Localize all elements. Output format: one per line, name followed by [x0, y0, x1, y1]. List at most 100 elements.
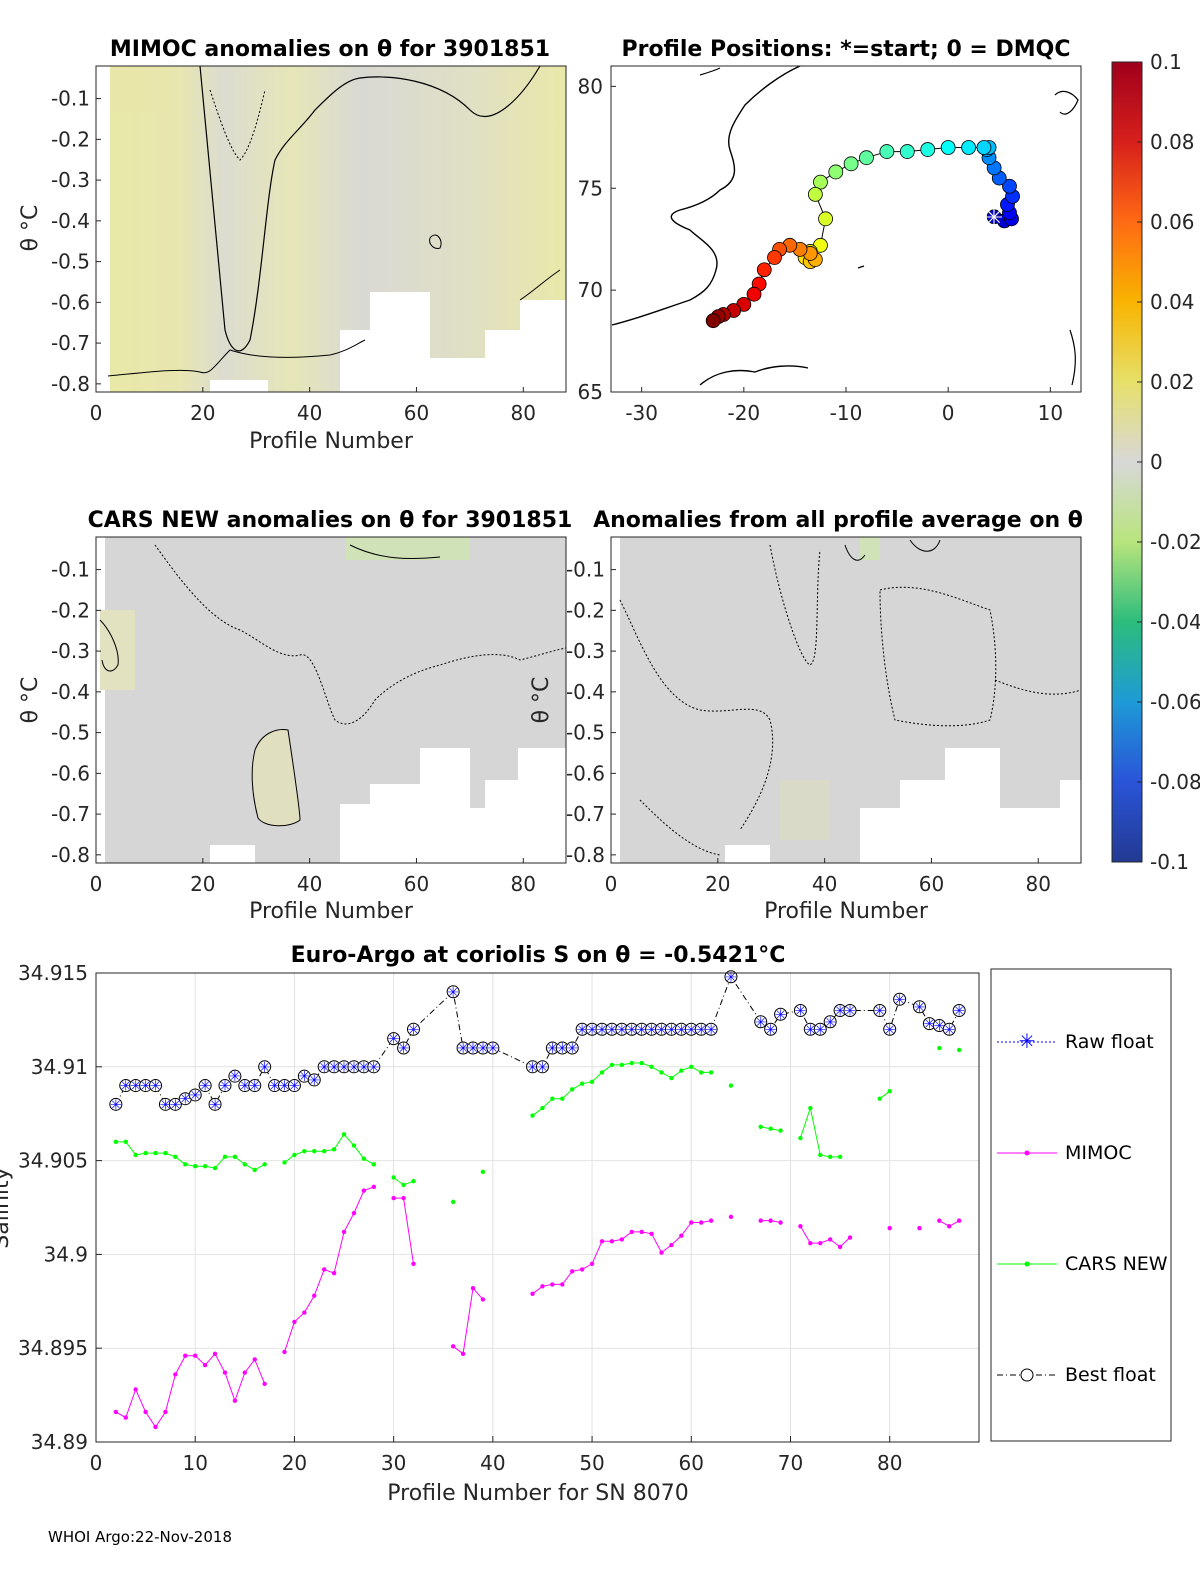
point-best-float	[248, 1079, 262, 1093]
allavg-contour-6	[844, 544, 866, 561]
map-xtick-label: 0	[942, 401, 955, 425]
point-cars-new	[391, 1175, 396, 1180]
point-raw-float: ✳	[844, 1004, 856, 1020]
allavg-ytick-label: -0.1	[566, 558, 605, 582]
cars-ytick-label: -0.3	[51, 639, 90, 663]
allavg-field-warm	[780, 780, 830, 840]
point-raw-float: ✳	[606, 1022, 618, 1038]
point-best-float	[774, 1007, 788, 1021]
point-mimoc	[589, 1261, 595, 1266]
legend-best-label: Best float	[1065, 1364, 1156, 1386]
point-raw-float: ✳	[467, 1041, 479, 1057]
point-mimoc	[341, 1229, 347, 1235]
mimoc-ytick-label: -0.7	[51, 331, 90, 355]
point-cars-new	[540, 1105, 545, 1111]
allavg-field	[620, 537, 1081, 863]
track-point	[976, 140, 992, 155]
point-mimoc	[292, 1319, 297, 1325]
point-cars-new	[242, 1162, 248, 1167]
track-point	[1002, 178, 1017, 194]
point-raw-float: ✳	[308, 1073, 320, 1089]
point-raw-float: ✳	[537, 1060, 549, 1076]
point-raw-float: ✳	[884, 1022, 896, 1038]
sal-xtick-label: 20	[282, 1451, 307, 1475]
cars-xtick-label: 20	[190, 872, 215, 896]
sal-xtick-label: 40	[480, 1451, 505, 1475]
allavg-ytick-label: -0.4	[566, 680, 605, 704]
point-mimoc	[837, 1244, 843, 1250]
point-raw-float: ✳	[795, 1004, 807, 1020]
point-raw-float: ✳	[755, 1015, 767, 1031]
point-cars-new	[956, 1047, 962, 1053]
point-mimoc	[312, 1293, 317, 1298]
point-raw-float: ✳	[814, 1022, 826, 1038]
point-best-float	[565, 1041, 579, 1055]
legend-box	[990, 968, 1172, 1442]
colorbar-tick-label: -0.1	[1150, 850, 1189, 874]
point-raw-float: ✳	[239, 1079, 251, 1095]
allavg-axes-frame	[610, 536, 1082, 864]
sal-ytick-label: 34.89	[31, 1430, 88, 1454]
point-raw-float: ✳	[675, 1022, 687, 1038]
point-best-float	[168, 1097, 182, 1111]
salinity-axes-bg	[96, 973, 979, 1442]
point-mimoc	[450, 1344, 456, 1349]
point-mimoc	[351, 1210, 357, 1216]
point-mimoc	[222, 1370, 228, 1375]
point-raw-float: ✳	[120, 1079, 132, 1095]
point-cars-new	[530, 1113, 535, 1118]
track-point	[756, 262, 772, 278]
track-point	[843, 156, 859, 172]
point-cars-new	[699, 1070, 704, 1075]
point-mimoc	[579, 1267, 585, 1272]
point-cars-new	[609, 1062, 615, 1068]
point-cars-new	[401, 1182, 406, 1188]
sal-xtick-label: 0	[90, 1451, 103, 1475]
point-mimoc	[649, 1231, 654, 1236]
point-cars-new	[153, 1150, 158, 1156]
track-point	[859, 150, 874, 166]
point-best-float	[218, 1079, 232, 1093]
point-raw-float: ✳	[199, 1079, 211, 1095]
point-best-float	[823, 1015, 837, 1029]
sal-xtick-label: 60	[679, 1451, 704, 1475]
point-raw-float: ✳	[924, 1017, 936, 1033]
colorbar-tick-label: -0.02	[1150, 530, 1200, 554]
legend-mimoc-marker	[1024, 1150, 1030, 1156]
series-mimoc-line	[115, 1352, 266, 1428]
point-best-float	[793, 1004, 807, 1018]
point-mimoc	[123, 1415, 128, 1420]
track-point	[746, 286, 762, 302]
point-raw-float: ✳	[209, 1097, 221, 1113]
point-mimoc	[708, 1218, 714, 1223]
point-best-float	[486, 1041, 500, 1055]
point-raw-float: ✳	[804, 1022, 816, 1038]
point-raw-float: ✳	[685, 1022, 697, 1038]
point-raw-float: ✳	[130, 1079, 142, 1095]
mimoc-xtick-label: 0	[90, 401, 103, 425]
point-best-float	[764, 1022, 778, 1036]
point-cars-new	[232, 1154, 238, 1160]
point-cars-new	[302, 1149, 307, 1154]
point-cars-new	[837, 1154, 843, 1160]
cars-contour-4	[349, 544, 441, 560]
point-cars-new	[550, 1096, 555, 1101]
point-best-float	[109, 1097, 123, 1111]
mimoc-xlabel: Profile Number	[249, 429, 414, 454]
mimoc-ylabel: θ °C	[18, 205, 43, 252]
mimoc-ytick-label: -0.6	[51, 290, 90, 314]
track-point	[920, 142, 936, 157]
point-mimoc	[391, 1195, 396, 1201]
point-cars-new	[143, 1150, 148, 1156]
point-raw-float: ✳	[477, 1041, 489, 1057]
point-raw-float: ✳	[279, 1079, 291, 1095]
point-best-float	[287, 1079, 301, 1093]
start-marker-icon: ✳	[985, 206, 1003, 231]
point-cars-new	[351, 1143, 357, 1148]
point-cars-new	[708, 1070, 714, 1075]
legend-raw-label: Raw float	[1065, 1031, 1154, 1053]
point-cars-new	[589, 1079, 595, 1085]
map-ytick-label: 80	[578, 74, 603, 98]
point-mimoc	[599, 1239, 605, 1244]
track-point	[879, 144, 895, 159]
